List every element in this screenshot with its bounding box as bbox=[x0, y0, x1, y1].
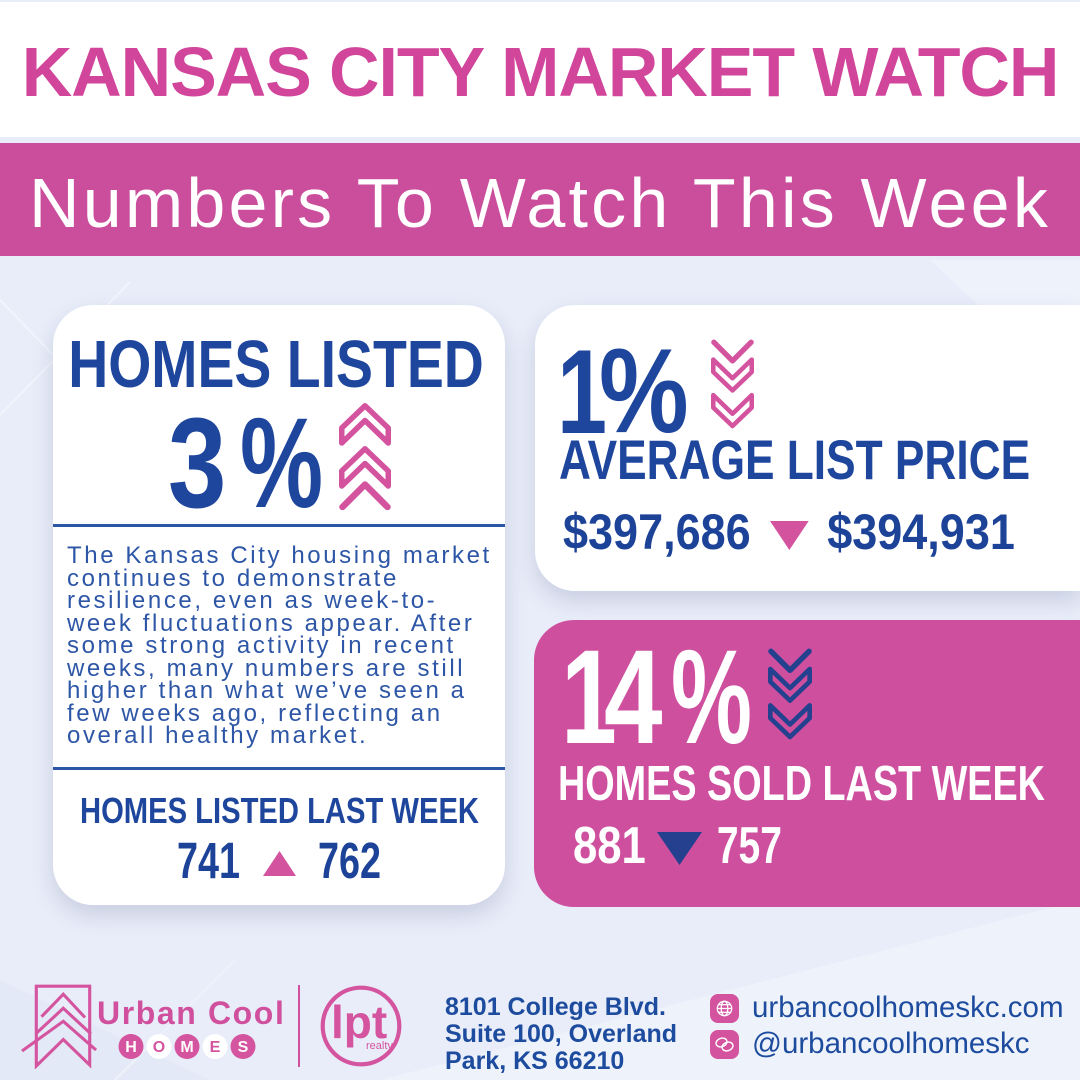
svg-text:S: S bbox=[238, 1039, 249, 1056]
svg-text:E: E bbox=[210, 1039, 221, 1056]
svg-text:H: H bbox=[125, 1039, 137, 1056]
svg-text:O: O bbox=[153, 1039, 165, 1056]
svg-text:realty: realty bbox=[366, 1040, 393, 1052]
svg-text:M: M bbox=[180, 1039, 193, 1056]
svg-text:lpt: lpt bbox=[331, 996, 387, 1048]
